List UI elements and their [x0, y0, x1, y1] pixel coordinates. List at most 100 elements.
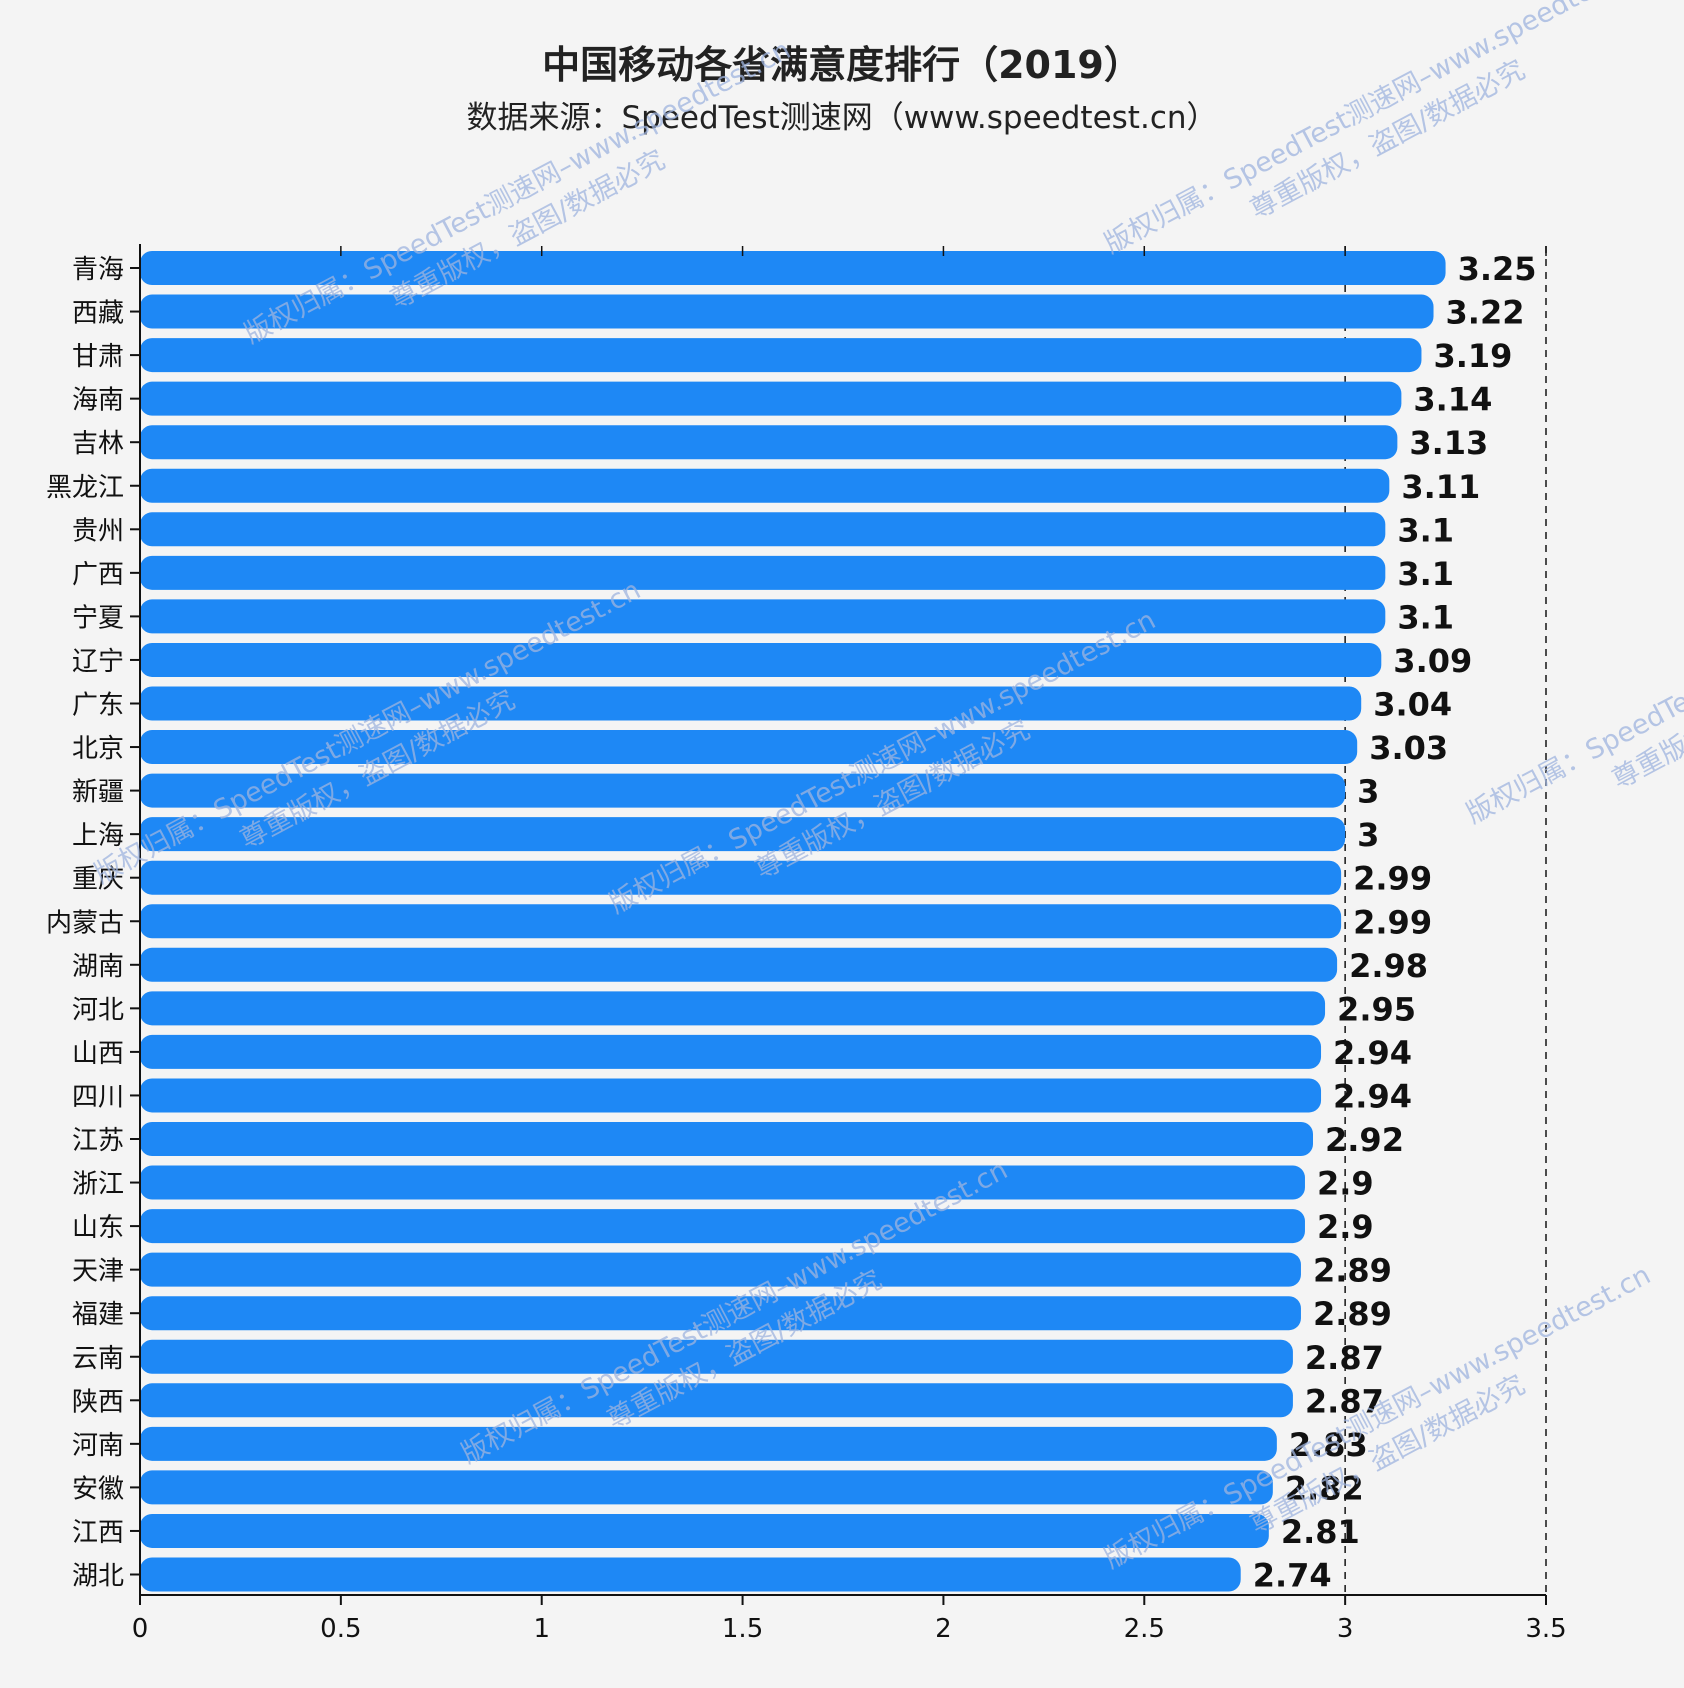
category-label: 安徽: [72, 1474, 124, 1504]
x-tick-label: 2.5: [1124, 1614, 1165, 1644]
category-label: 北京: [72, 734, 124, 764]
bar: [140, 1165, 1305, 1200]
x-tick-label: 1.5: [722, 1614, 763, 1644]
value-label: 2.95: [1337, 990, 1416, 1028]
category-label: 河北: [72, 995, 124, 1025]
x-tick-label: 3: [1337, 1614, 1354, 1644]
bar: [140, 599, 1386, 634]
bar: [140, 1470, 1273, 1505]
x-tick-label: 1: [533, 1614, 550, 1644]
value-label: 3.25: [1458, 250, 1537, 288]
bar: [140, 642, 1382, 677]
category-label: 上海: [72, 821, 124, 851]
category-label: 广东: [72, 691, 124, 721]
x-tick-label: 3.5: [1525, 1614, 1566, 1644]
category-label: 江西: [72, 1518, 124, 1548]
bar: [140, 1383, 1293, 1418]
bar: [140, 1252, 1301, 1287]
bar: [140, 555, 1386, 590]
category-label: 湖北: [72, 1562, 124, 1592]
category-label: 青海: [72, 255, 124, 285]
category-label: 四川: [72, 1082, 124, 1112]
category-label: 福建: [72, 1300, 124, 1330]
category-label: 内蒙古: [46, 908, 124, 938]
value-label: 2.98: [1349, 947, 1428, 985]
bar: [140, 1078, 1322, 1113]
value-label: 2.99: [1353, 860, 1432, 898]
value-label: 3.14: [1413, 381, 1492, 419]
category-label: 吉林: [72, 429, 124, 459]
category-label: 山东: [72, 1213, 124, 1243]
x-tick-label: 2: [935, 1614, 952, 1644]
bar: [140, 425, 1398, 460]
value-label: 3.1: [1397, 555, 1454, 593]
bar: [140, 904, 1342, 939]
category-label: 云南: [72, 1344, 124, 1374]
value-label: 2.9: [1317, 1208, 1374, 1246]
category-label: 西藏: [72, 299, 124, 329]
value-label: 2.74: [1253, 1557, 1332, 1595]
value-label: 3.03: [1369, 729, 1448, 767]
category-label: 山西: [72, 1039, 124, 1069]
value-label: 3: [1357, 816, 1379, 854]
category-label: 贵州: [72, 516, 124, 546]
value-label: 2.94: [1333, 1034, 1412, 1072]
category-label: 江苏: [72, 1126, 124, 1156]
value-label: 2.87: [1305, 1339, 1384, 1377]
value-label: 2.92: [1325, 1121, 1404, 1159]
value-label: 2.89: [1313, 1295, 1392, 1333]
bar: [140, 1513, 1269, 1548]
category-label: 重庆: [72, 865, 124, 895]
bar: [140, 1034, 1322, 1069]
category-label: 河南: [72, 1431, 124, 1461]
value-label: 2.83: [1289, 1426, 1368, 1464]
bar: [140, 773, 1346, 808]
category-label: 陕西: [72, 1387, 124, 1417]
chart-title: 中国移动各省满意度排行（2019）: [542, 43, 1142, 87]
value-label: 3.1: [1397, 511, 1454, 549]
bar: [140, 730, 1358, 765]
category-label: 新疆: [72, 778, 124, 808]
bar: [140, 251, 1446, 285]
value-label: 3.22: [1446, 294, 1525, 332]
value-label: 2.9: [1317, 1165, 1374, 1203]
category-label: 天津: [72, 1257, 124, 1287]
bar: [140, 338, 1422, 373]
bar: [140, 294, 1434, 329]
bar: [140, 947, 1338, 982]
value-label: 3.11: [1401, 468, 1480, 506]
bar: [140, 381, 1402, 416]
bar: [140, 468, 1390, 503]
value-label: 2.94: [1333, 1077, 1412, 1115]
x-tick-label: 0: [132, 1614, 149, 1644]
value-label: 3.09: [1393, 642, 1472, 680]
value-label: 2.89: [1313, 1252, 1392, 1290]
bar: [140, 1339, 1293, 1374]
category-label: 湖南: [72, 952, 124, 982]
value-label: 2.87: [1305, 1382, 1384, 1420]
value-label: 3: [1357, 773, 1379, 811]
bar: [140, 512, 1386, 547]
category-label: 辽宁: [72, 647, 124, 677]
bar: [140, 1209, 1305, 1244]
category-label: 黑龙江: [46, 473, 124, 503]
bar: [140, 1426, 1277, 1461]
bar: [140, 860, 1342, 895]
bar: [140, 686, 1362, 721]
value-label: 2.82: [1285, 1469, 1364, 1507]
bar: [140, 1557, 1241, 1592]
category-label: 甘肃: [72, 342, 124, 372]
value-label: 3.19: [1433, 337, 1512, 375]
bar: [140, 817, 1346, 852]
value-label: 3.04: [1373, 686, 1452, 724]
value-label: 3.1: [1397, 598, 1454, 636]
chart-subtitle: 数据来源：SpeedTest测速网（www.speedtest.cn）: [466, 100, 1218, 136]
bar: [140, 1122, 1314, 1156]
category-label: 宁夏: [72, 603, 124, 633]
value-label: 2.81: [1281, 1513, 1360, 1551]
category-label: 广西: [72, 560, 124, 590]
category-label: 海南: [72, 386, 124, 416]
x-tick-label: 0.5: [320, 1614, 361, 1644]
value-label: 3.13: [1409, 424, 1488, 462]
